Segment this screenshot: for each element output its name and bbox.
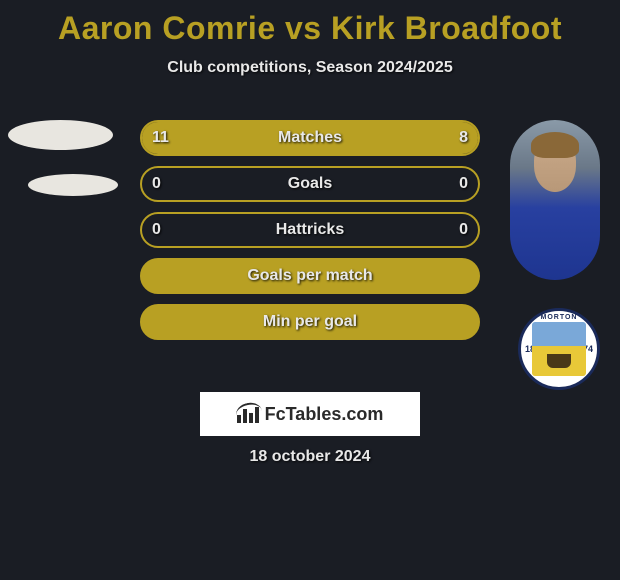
date-label: 18 october 2024	[0, 448, 620, 466]
stat-row: 11 Matches 8	[140, 120, 480, 156]
page-title: Aaron Comrie vs Kirk Broadfoot	[0, 0, 620, 47]
right-player-avatar	[510, 120, 600, 280]
stat-value-left: 0	[152, 221, 161, 239]
branding-text: FcTables.com	[265, 404, 384, 425]
stat-value-left: 11	[152, 129, 169, 147]
placeholder-oval	[28, 174, 118, 196]
subtitle: Club competitions, Season 2024/2025	[0, 59, 620, 77]
stat-row: Min per goal	[140, 304, 480, 340]
club-badge: MORTON 18 74	[518, 308, 600, 390]
left-player-placeholder	[8, 120, 118, 220]
branding-box: FcTables.com	[200, 392, 420, 436]
stat-row: Goals per match	[140, 258, 480, 294]
stat-value-right: 8	[459, 129, 468, 147]
stats-comparison: 11 Matches 8 0 Goals 0 0 Hattricks 0 Goals per ma…	[140, 120, 480, 350]
fctables-logo-icon	[237, 405, 259, 423]
stat-row: 0 Goals 0	[140, 166, 480, 202]
stat-label: Matches	[278, 129, 342, 147]
stat-label: Hattricks	[276, 221, 344, 239]
stat-label: Goals	[288, 175, 332, 193]
stat-value-right: 0	[459, 221, 468, 239]
stat-label: Min per goal	[263, 313, 357, 331]
badge-shield	[532, 322, 586, 376]
stat-label: Goals per match	[247, 267, 372, 285]
stat-value-left: 0	[152, 175, 161, 193]
stat-row: 0 Hattricks 0	[140, 212, 480, 248]
placeholder-oval	[8, 120, 113, 150]
stat-fill-right	[337, 122, 478, 154]
badge-text: MORTON	[541, 314, 578, 321]
stat-value-right: 0	[459, 175, 468, 193]
